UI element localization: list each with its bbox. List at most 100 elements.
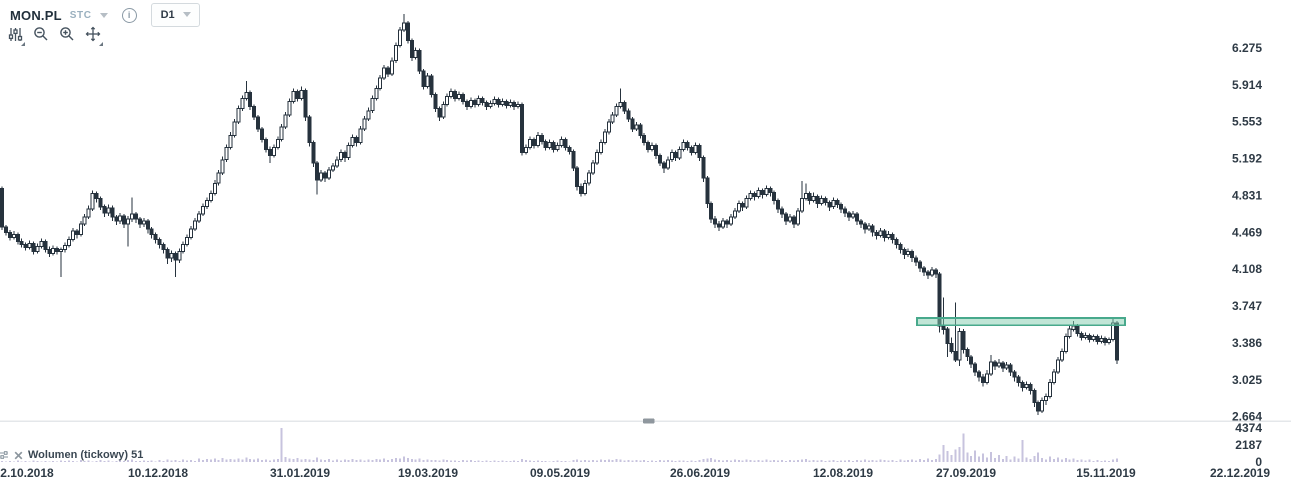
date-axis-label: 31.01.2019: [270, 466, 330, 480]
candlestick-up: [390, 60, 395, 75]
volume-bar: [942, 444, 945, 462]
candlestick-down: [23, 244, 28, 249]
candlestick-up: [59, 249, 64, 253]
pane-divider-handle[interactable]: [643, 418, 655, 424]
volume-bar: [714, 459, 717, 462]
candlestick-down: [94, 193, 99, 200]
volume-bar: [375, 459, 378, 462]
info-icon[interactable]: i: [121, 7, 137, 23]
candlestick-up: [764, 187, 769, 195]
volume-bar: [611, 460, 614, 462]
candlestick-down: [122, 215, 127, 225]
volume-bar: [367, 459, 370, 462]
volume-bar: [422, 460, 425, 462]
candlestick-down: [658, 155, 662, 164]
candlestick-up: [1040, 400, 1045, 412]
volume-bar: [946, 451, 949, 462]
candlestick-down: [543, 140, 548, 148]
volume-bar: [16, 460, 19, 462]
candlestick-down: [646, 141, 651, 150]
symbol-chevron-down-icon[interactable]: [99, 12, 108, 18]
candlestick-up: [445, 96, 450, 106]
candlestick-down: [661, 162, 666, 169]
volume-bar: [883, 460, 886, 462]
candlestick-up: [378, 77, 383, 89]
candlestick-down: [922, 267, 926, 273]
candlestick-down: [725, 220, 729, 225]
candlestick-down: [437, 108, 442, 118]
volume-bar: [430, 459, 433, 462]
candlestick-down: [882, 230, 887, 238]
volume-bar: [1025, 457, 1028, 462]
symbol-label[interactable]: MON.PL: [10, 7, 62, 23]
indicator-settings-icon[interactable]: [0, 450, 9, 461]
volume-bar: [308, 459, 311, 462]
candlestick-down: [622, 102, 627, 112]
candlestick-up: [831, 200, 836, 208]
pan-button[interactable]: [84, 25, 103, 46]
candlestick-down: [673, 152, 678, 159]
volume-bar: [75, 461, 78, 462]
volume-bar: [272, 459, 275, 462]
volume-bar: [599, 459, 602, 462]
volume-bar: [1088, 459, 1091, 462]
volume-bar: [729, 460, 732, 462]
candlestick-up: [169, 253, 174, 259]
candlestick-up: [1083, 334, 1088, 338]
volume-bar: [351, 458, 354, 462]
candlestick-down: [134, 213, 138, 220]
candlestick-up: [602, 131, 607, 143]
candlestick-up: [957, 330, 962, 361]
volume-bar: [603, 460, 606, 462]
volume-bar: [749, 460, 752, 462]
candlestick-down: [315, 162, 320, 181]
volume-bar: [686, 460, 689, 462]
volume-bar: [690, 460, 693, 462]
timeframe-select[interactable]: D1: [150, 3, 200, 27]
candlestick-down: [1032, 390, 1037, 404]
price-axis-label: 5.192: [1232, 152, 1262, 166]
volume-bar: [1001, 458, 1004, 462]
candlestick-up: [358, 128, 363, 143]
candlestick-up: [547, 141, 552, 148]
candlestick-down: [855, 213, 859, 222]
volume-bar: [923, 460, 925, 462]
price-axis-label: 3.025: [1232, 373, 1262, 387]
candlestick-down: [480, 98, 485, 104]
volume-bar: [875, 460, 878, 462]
candlestick-up: [1044, 396, 1049, 402]
zoom-in-button[interactable]: [58, 25, 76, 43]
volume-bar: [800, 459, 803, 462]
volume-bar: [131, 459, 133, 462]
volume-bar: [237, 458, 240, 462]
candlestick-down: [15, 233, 20, 242]
candlestick-up: [86, 208, 91, 218]
volume-bar: [919, 459, 921, 462]
zoom-out-button[interactable]: [32, 25, 50, 43]
volume-bar: [525, 460, 527, 462]
candlestick-up: [382, 67, 387, 79]
indicator-close-icon[interactable]: [13, 450, 24, 461]
price-axis-label: 2.664: [1232, 410, 1262, 424]
volume-bar: [852, 460, 854, 462]
candlestick-up: [362, 118, 367, 130]
volume-bar: [87, 460, 90, 462]
volume-bar: [1013, 456, 1016, 462]
volume-bar: [68, 460, 70, 462]
candlestick-down: [149, 228, 154, 235]
volume-bar: [785, 460, 788, 462]
volume-bar: [201, 460, 204, 462]
candlestick-up: [614, 106, 619, 116]
indicators-button[interactable]: [6, 25, 25, 46]
volume-bar: [469, 460, 472, 462]
volume-bar: [529, 460, 531, 462]
volume-bar: [261, 460, 263, 462]
price-axis-label: 4.469: [1232, 225, 1262, 239]
volume-bar: [324, 460, 327, 462]
resistance-zone[interactable]: [916, 317, 1126, 326]
candlestick-down: [1028, 383, 1033, 391]
candlestick-up: [795, 210, 800, 225]
candlestick-up: [799, 198, 804, 212]
volume-bar: [217, 459, 220, 462]
